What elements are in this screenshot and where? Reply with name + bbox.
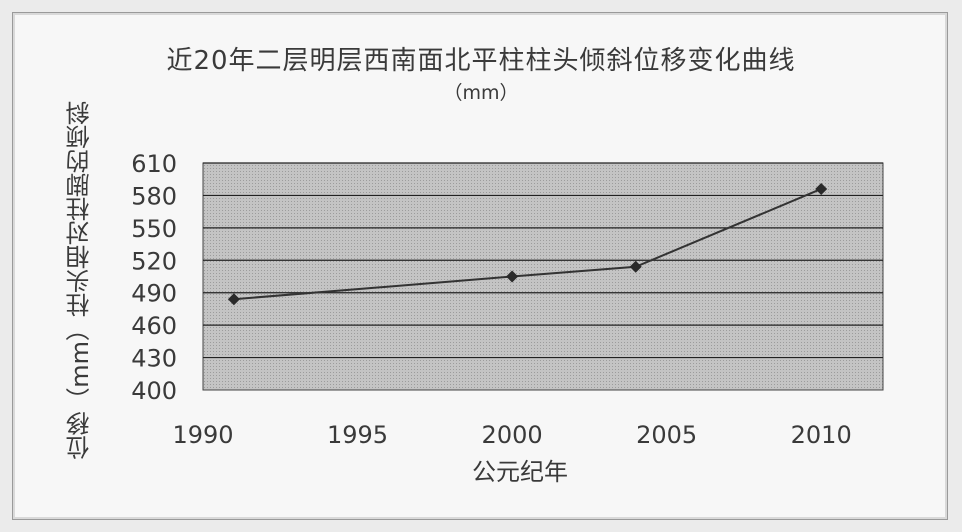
y-tick-label: 490	[131, 280, 177, 308]
x-tick-label: 2000	[482, 421, 543, 449]
plot-area	[202, 162, 884, 391]
x-tick-label: 2010	[791, 421, 852, 449]
chart-subtitle: （mm）	[443, 82, 519, 104]
x-tick-label: 2005	[636, 421, 697, 449]
data-point	[815, 182, 828, 195]
y-tick-label: 550	[131, 215, 177, 243]
data-point	[506, 270, 519, 283]
y-tick-label: 430	[131, 345, 177, 373]
y-tick-label: 400	[131, 377, 177, 405]
x-tick-label: 1995	[327, 421, 388, 449]
data-point	[227, 293, 240, 306]
x-axis-label: 公元纪年	[472, 458, 568, 486]
x-tick-label: 1990	[172, 421, 233, 449]
series-line	[233, 188, 822, 301]
chart-title: 近20年二层明层西南面北平柱柱头倾斜位移变化曲线	[166, 46, 796, 76]
y-tick-label: 460	[131, 312, 177, 340]
data-point	[629, 260, 642, 273]
y-tick-label: 580	[131, 182, 177, 210]
y-tick-label: 610	[131, 150, 177, 178]
y-tick-label: 520	[131, 247, 177, 275]
